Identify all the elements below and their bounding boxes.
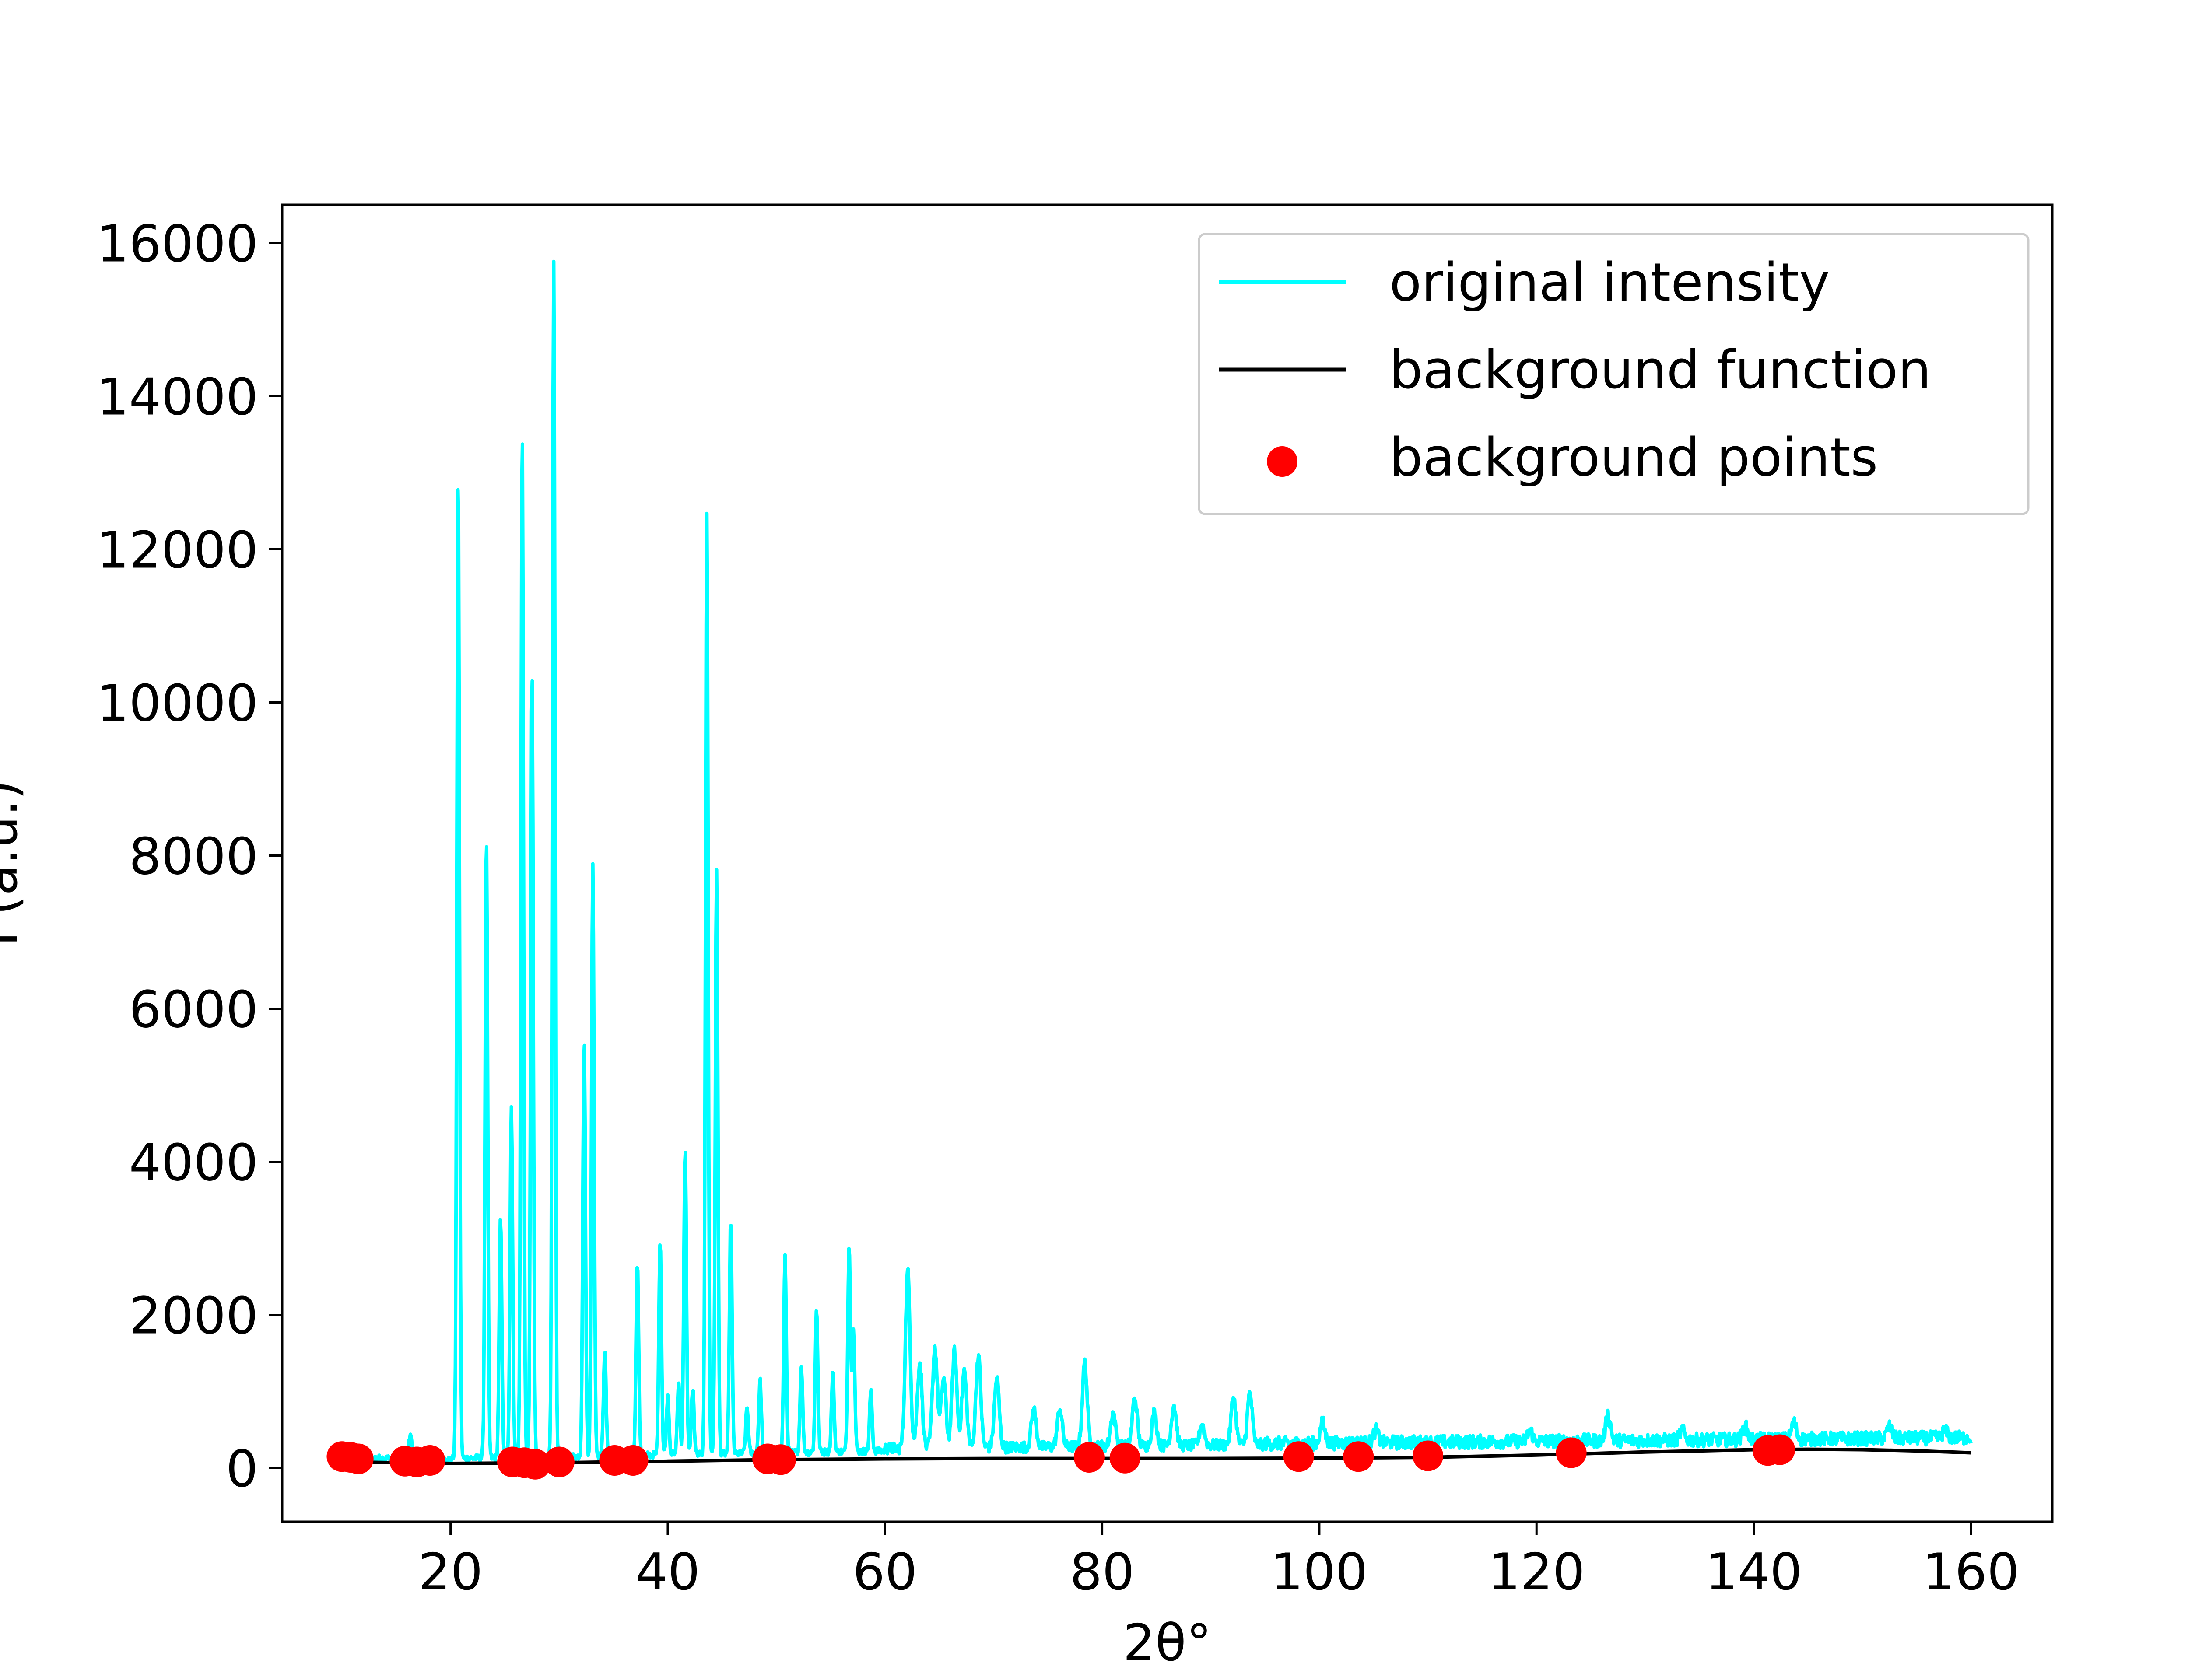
- background-point: [1283, 1441, 1314, 1472]
- x-tick-label: 20: [418, 1543, 483, 1602]
- legend-label-background-points: background points: [1389, 427, 1878, 488]
- x-tick-label: 80: [1070, 1543, 1135, 1602]
- y-axis-label: I (a.u.): [0, 780, 29, 946]
- x-tick-label: 140: [1705, 1543, 1802, 1602]
- axes-frame: [281, 203, 2054, 1523]
- x-tick-label: 40: [635, 1543, 700, 1602]
- x-tick-label: 120: [1488, 1543, 1585, 1602]
- background-point: [617, 1445, 649, 1476]
- x-axis-label: 2θ°: [1123, 1614, 1212, 1673]
- legend-label-original-intensity: original intensity: [1389, 252, 1830, 313]
- x-tick-label: 60: [852, 1543, 917, 1602]
- y-tick-label: 8000: [129, 827, 258, 886]
- background-point: [543, 1446, 575, 1477]
- series-background-function: [342, 1447, 1971, 1466]
- y-tick-label: 14000: [97, 368, 258, 427]
- legend-label-background-function: background function: [1389, 340, 1931, 401]
- background-point: [1109, 1442, 1140, 1474]
- y-tick-label: 6000: [129, 980, 258, 1040]
- background-point: [1764, 1434, 1795, 1465]
- background-point: [414, 1445, 445, 1476]
- legend-swatch-background-points: [1267, 446, 1297, 477]
- background-point: [1343, 1441, 1374, 1472]
- y-tick-label: 0: [226, 1440, 258, 1499]
- x-axis: 20 40 60 80 100 120 140 160: [418, 1522, 2020, 1602]
- y-axis: 0 2000 4000 6000 8000 10000 12000 14000 16000: [97, 215, 282, 1499]
- background-point: [1413, 1440, 1444, 1471]
- y-tick-label: 16000: [97, 215, 258, 274]
- legend-box: [1198, 233, 2030, 515]
- background-point: [1073, 1442, 1105, 1473]
- y-tick-label: 10000: [97, 674, 258, 733]
- background-point: [765, 1444, 796, 1475]
- y-tick-label: 12000: [97, 521, 258, 580]
- legend: original intensity background function b…: [1198, 233, 2030, 515]
- plot-area: [326, 259, 1973, 1480]
- x-tick-label: 160: [1922, 1543, 2019, 1602]
- background-point: [1556, 1437, 1587, 1468]
- x-tick-label: 100: [1271, 1543, 1368, 1602]
- background-point: [343, 1443, 374, 1474]
- background-point: [520, 1449, 551, 1480]
- y-tick-label: 4000: [129, 1134, 258, 1193]
- series-background-points: [326, 1434, 1795, 1480]
- y-tick-label: 2000: [129, 1287, 258, 1346]
